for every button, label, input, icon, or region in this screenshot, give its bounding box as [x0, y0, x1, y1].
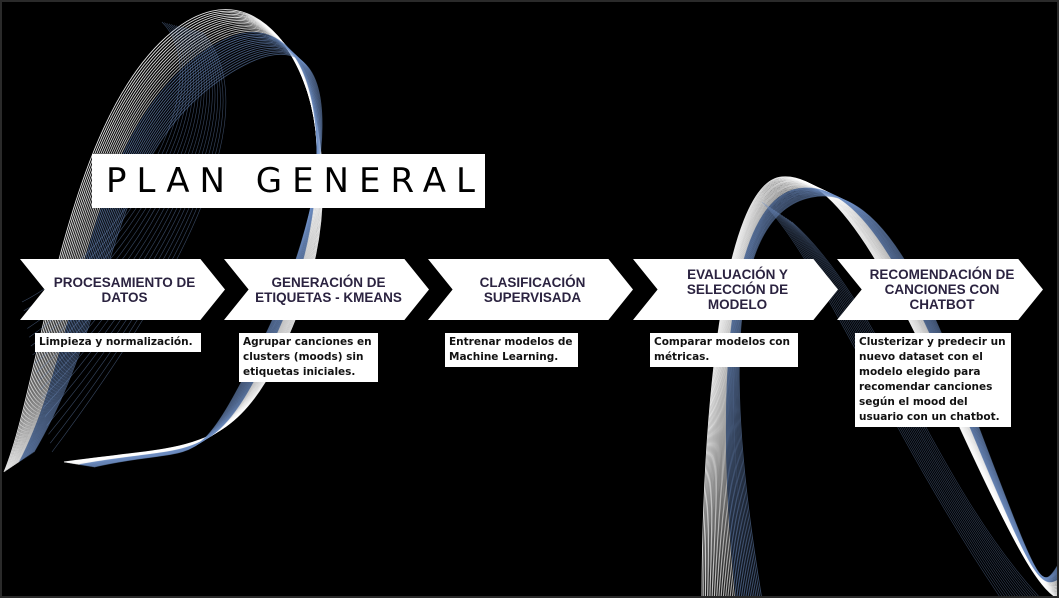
- step-4-chevron: EVALUACIÓN Y SELECCIÓN DE MODELO: [633, 259, 838, 320]
- step-3-label: CLASIFICACIÓN SUPERVISADA: [479, 274, 586, 305]
- title-box: PLAN GENERAL: [92, 154, 485, 208]
- step-5-chevron: RECOMENDACIÓN DE CANCIONES CON CHATBOT: [837, 259, 1043, 320]
- step-3-chevron: CLASIFICACIÓN SUPERVISADA: [428, 259, 633, 320]
- step-5-label: RECOMENDACIÓN DE CANCIONES CON CHATBOT: [869, 267, 1015, 312]
- step-4-description: Comparar modelos con métricas.: [650, 333, 798, 367]
- step-2-chevron: GENERACIÓN DE ETIQUETAS - KMEANS: [224, 259, 429, 320]
- step-3-description: Entrenar modelos de Machine Learning.: [445, 333, 578, 367]
- step-1-label: PROCESAMIENTO DE DATOS: [53, 274, 196, 305]
- step-1-description: Limpieza y normalización.: [35, 333, 201, 352]
- step-1-chevron: PROCESAMIENTO DE DATOS: [20, 259, 225, 320]
- step-2-description: Agrupar canciones en clusters (moods) si…: [239, 333, 378, 382]
- page-title: PLAN GENERAL: [106, 161, 485, 201]
- step-5-description: Clusterizar y predecir un nuevo dataset …: [855, 333, 1011, 427]
- step-4-label: EVALUACIÓN Y SELECCIÓN DE MODELO: [686, 267, 789, 312]
- step-2-label: GENERACIÓN DE ETIQUETAS - KMEANS: [255, 274, 402, 305]
